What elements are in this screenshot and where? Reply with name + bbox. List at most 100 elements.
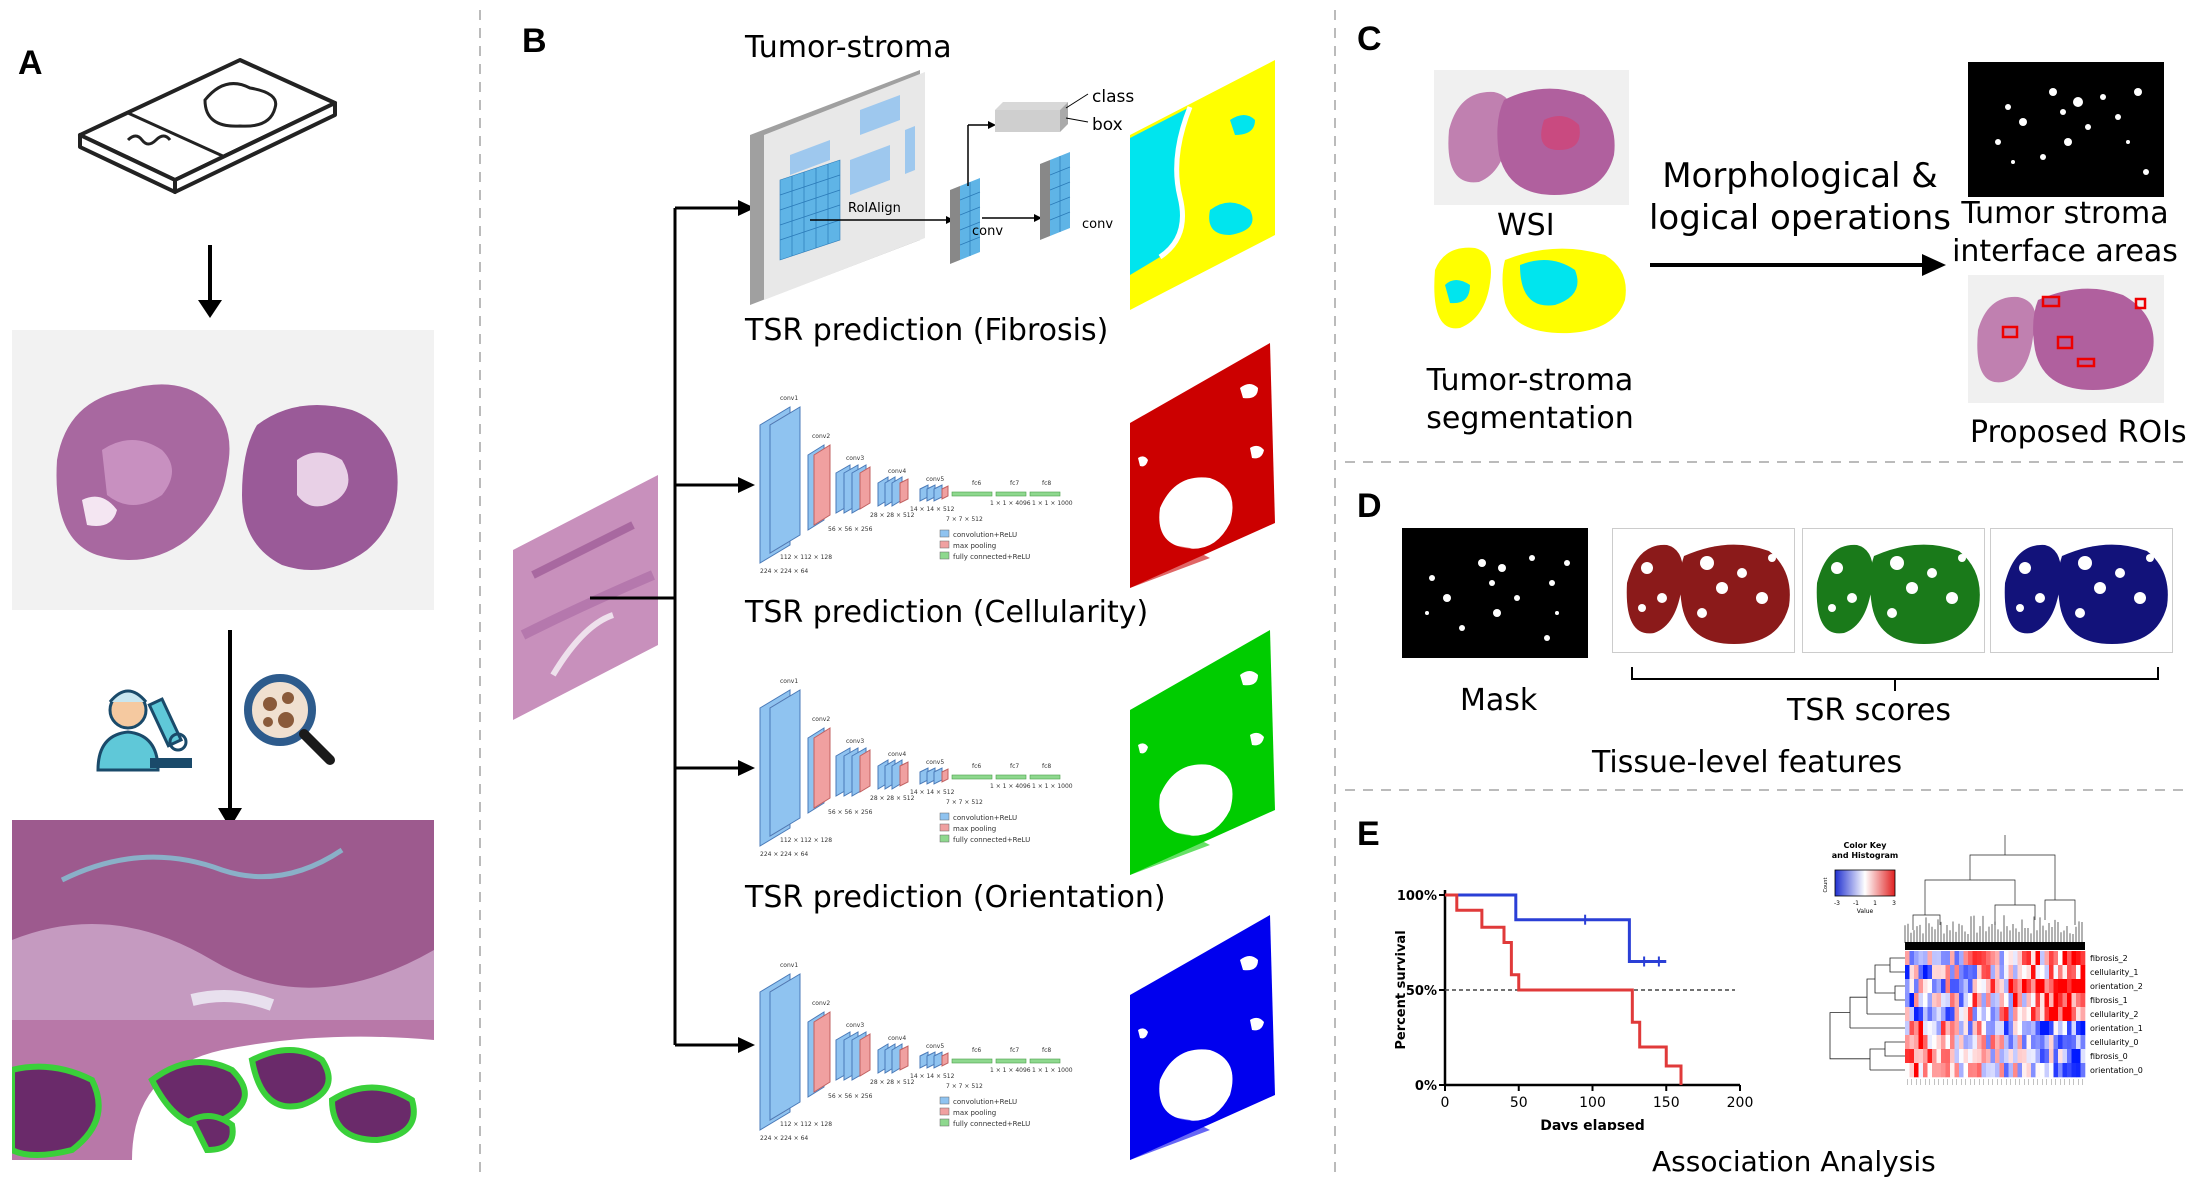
vgg-legend-label: convolution+ReLU: [953, 1098, 1017, 1106]
vgg-legend-swatch: [939, 551, 950, 560]
prediction-hole: [1240, 384, 1258, 399]
tsr-score-map-3: [1990, 528, 2173, 653]
column-ticks: [1907, 1079, 2083, 1085]
heatmap-row-label: fibrosis_2: [2090, 954, 2128, 963]
x-tick-label: 200: [1727, 1095, 1754, 1111]
tsr-map-hole: [2078, 556, 2092, 570]
survival-series-line: [1445, 893, 1683, 1085]
tsr-map-hole: [1831, 562, 1843, 574]
vgg-layer-label: conv4: [888, 1035, 906, 1042]
vgg-dim-label: 224 × 224 × 64: [760, 1135, 808, 1142]
vgg-layer-label: conv3: [846, 455, 864, 462]
tsr-map-hole: [1768, 554, 1776, 562]
association-label: Association Analysis: [1652, 1145, 1936, 1178]
color-key-tick: -3: [1834, 900, 1840, 907]
tsr-score-map-2: [1802, 528, 1985, 653]
heatmap-row-label: fibrosis_0: [2090, 1052, 2128, 1061]
vgg-layer-label: conv2: [812, 1000, 830, 1007]
vgg-dim-label: 14 × 14 × 512: [910, 506, 955, 513]
color-key-title: and Histogram: [1832, 851, 1899, 860]
tsr-scores-label: TSR scores: [1787, 693, 1951, 728]
left-dendrogram: [1829, 957, 1905, 1071]
y-tick-label: 0%: [1415, 1079, 1437, 1094]
vgg-dim-label: 224 × 224 × 64: [760, 568, 808, 575]
x-axis-label: Days elapsed: [1540, 1118, 1645, 1130]
vgg-layer-label: conv1: [780, 395, 798, 402]
prediction-hole: [1138, 456, 1148, 467]
tsr-map-hole: [2094, 582, 2106, 594]
tsr-map-hole: [1927, 568, 1937, 578]
vgg-layer-label: fc8: [1042, 763, 1051, 770]
arrow-down-1: [198, 245, 222, 318]
color-key-tick: -1: [1853, 900, 1859, 907]
tsr-map-hole: [2075, 608, 2085, 618]
color-key-count-label: Count: [1823, 878, 1829, 893]
tsr-map-hole: [1737, 568, 1747, 578]
vgg-dim-label: 28 × 28 × 512: [870, 795, 915, 802]
vgg-dim-label: 7 × 7 × 512: [946, 1083, 983, 1090]
x-tick-label: 0: [1441, 1095, 1450, 1111]
panel-e-label: E: [1357, 815, 1380, 853]
vgg-legend-label: convolution+ReLU: [953, 814, 1017, 822]
prediction-shade: [1130, 538, 1210, 588]
vgg-legend-label: max pooling: [953, 1109, 996, 1117]
vgg-layer-label: conv1: [780, 962, 798, 969]
class-label: class: [1092, 87, 1134, 107]
segmentation-output: [1130, 60, 1275, 310]
vgg-legend-label: fully connected+ReLU: [953, 836, 1030, 844]
vgg-dim-label: 112 × 112 × 128: [780, 1121, 832, 1128]
vgg-legend-label: max pooling: [953, 825, 996, 833]
tsr-map-hole: [2019, 562, 2031, 574]
vgg-dim-label: 1 × 1 × 1000: [1032, 500, 1073, 507]
magnifier-icon: [244, 674, 335, 765]
y-tick-label: 50%: [1406, 984, 1437, 999]
vgg-legend-swatch: [939, 1107, 950, 1116]
survival-chart: 0 50 100 150 200 0% 50% 100% Days elapsed Percent…: [1394, 889, 1754, 1130]
tsr-bracket: [1631, 667, 2159, 691]
prediction-hole: [1138, 743, 1148, 754]
prediction-hole: [1159, 764, 1233, 836]
proposed-rois-image: [1968, 275, 2164, 403]
tsr-map-hole: [1641, 562, 1653, 574]
vgg-layer-label: conv2: [812, 433, 830, 440]
vgg-dim-label: 1 × 1 × 1000: [1032, 783, 1073, 790]
vgg-dim-label: 112 × 112 × 128: [780, 554, 832, 561]
tsr-score-map-1: [1612, 528, 1795, 653]
prediction-hole: [1159, 1049, 1233, 1121]
heatmap-row-label: fibrosis_1: [2090, 996, 2128, 1005]
tsr-map-hole: [1828, 604, 1836, 612]
top-dendrogram: [1904, 835, 2083, 943]
vgg-dim-label: 14 × 14 × 512: [910, 1073, 955, 1080]
wsi-image-c: [1434, 70, 1629, 205]
roialign-label: RoIAlign: [848, 201, 901, 216]
conv-label-1: conv: [972, 224, 1003, 239]
vgg-layer-label: fc8: [1042, 480, 1051, 487]
orientation-title: TSR prediction (Orientation): [745, 880, 1166, 915]
x-tick-label: 150: [1653, 1095, 1680, 1111]
panel-d-label: D: [1357, 487, 1382, 525]
vgg-layer-label: fc6: [972, 1047, 981, 1054]
panel-c-label: C: [1357, 20, 1382, 58]
tsr-map-hole: [2016, 604, 2024, 612]
color-key-tick: 3: [1892, 900, 1896, 907]
x-tick-label: 50: [1510, 1095, 1528, 1111]
vgg-dim-label: 1 × 1 × 4096: [990, 783, 1031, 790]
prediction-hole: [1240, 671, 1258, 686]
mask-image-d: [1402, 528, 1588, 658]
heatmap-row-label: cellularity_0: [2090, 1038, 2138, 1047]
panel-b-label: B: [522, 22, 547, 60]
tumor-stroma-title: Tumor-stroma: [745, 30, 952, 65]
tsr-map-hole: [1958, 554, 1966, 562]
prediction-shade: [1130, 825, 1210, 875]
color-key-title: Color Key: [1843, 841, 1887, 850]
vgg-layer-label: conv3: [846, 738, 864, 745]
input-patch: [513, 475, 658, 720]
vgg-diagram-cellularity: conv1 conv2 conv3 conv4 conv5 fc6 fc7 fc8 224 × …: [759, 678, 1073, 858]
vgg-dim-label: 1 × 1 × 1000: [1032, 1067, 1073, 1074]
vgg-layer-label: fc8: [1042, 1047, 1051, 1054]
vgg-legend-label: fully connected+ReLU: [953, 1120, 1030, 1128]
vgg-layer-label: fc7: [1010, 1047, 1019, 1054]
